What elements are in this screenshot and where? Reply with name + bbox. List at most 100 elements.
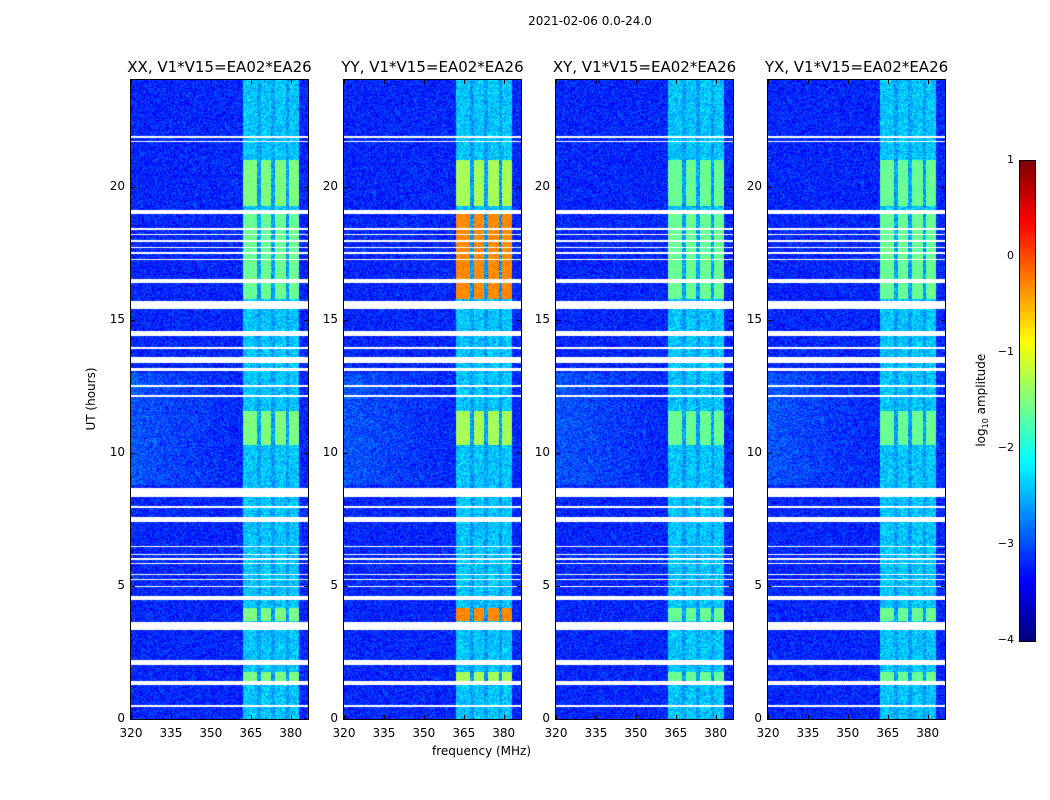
figure-title: 2021-02-06 0.0-24.0 (528, 14, 652, 28)
x-tick-mark (463, 80, 465, 84)
x-tick-mark (290, 715, 292, 719)
panel-0: XX, V1*V15=EA02*EA26 320 335 350 365 380 0 5 10 1… (110, 58, 312, 740)
x-tick-label: 320 (119, 726, 143, 740)
x-tick-mark (423, 80, 425, 84)
y-tick-mark (517, 186, 521, 188)
x-tick-mark (927, 715, 929, 719)
x-tick-mark (847, 80, 849, 84)
y-tick-label: 20 (746, 178, 762, 193)
x-tick-mark (383, 80, 385, 84)
x-tick-mark (170, 715, 172, 719)
colorbar-gradient (1020, 161, 1035, 641)
y-tick-mark (556, 719, 560, 720)
x-tick-label: 335 (159, 726, 183, 740)
x-tick-mark (556, 715, 557, 719)
y-axis-label: UT (hours) (84, 367, 98, 431)
y-tick-mark (556, 452, 560, 454)
x-tick-label: 365 (452, 726, 476, 740)
x-tick-mark (344, 715, 345, 719)
x-tick-mark (383, 715, 385, 719)
y-tick-mark (729, 585, 733, 587)
x-tick-label: 335 (372, 726, 396, 740)
x-tick-mark (250, 715, 252, 719)
x-tick-label: 365 (239, 726, 263, 740)
x-tick-mark (595, 715, 597, 719)
waterfall-heatmap (556, 80, 733, 719)
x-tick-mark (290, 80, 292, 84)
y-tick-mark (344, 719, 348, 720)
x-tick-label: 380 (492, 726, 516, 740)
y-tick-mark (729, 719, 733, 720)
x-tick-mark (675, 715, 677, 719)
y-tick-mark (131, 186, 135, 188)
y-tick-mark (729, 186, 733, 188)
colorbar-tick-label: 1 (1007, 153, 1014, 166)
x-tick-label: 320 (544, 726, 568, 740)
y-tick-label: 10 (534, 444, 550, 459)
x-tick-mark (170, 80, 172, 84)
x-tick-label: 320 (332, 726, 356, 740)
panel-title: YX, V1*V15=EA02*EA26 (764, 58, 949, 76)
y-tick-label: 5 (542, 577, 550, 592)
y-tick-label: 15 (534, 311, 550, 326)
waterfall-heatmap (131, 80, 308, 719)
y-tick-label: 10 (322, 444, 338, 459)
y-tick-mark (344, 452, 348, 454)
colorbar-tick-label: −1 (997, 345, 1014, 358)
x-tick-mark (556, 80, 557, 84)
colorbar-tick-label: −3 (997, 537, 1014, 550)
x-tick-mark (131, 80, 132, 84)
y-tick-label: 10 (109, 444, 125, 459)
y-tick-label: 5 (117, 577, 125, 592)
y-tick-label: 0 (754, 711, 762, 725)
x-tick-mark (595, 80, 597, 84)
y-tick-mark (941, 719, 945, 720)
y-tick-mark (304, 585, 308, 587)
y-tick-mark (344, 186, 348, 188)
y-tick-mark (941, 186, 945, 188)
x-axis-label: frequency (MHz) (432, 744, 532, 758)
y-tick-mark (556, 319, 560, 321)
y-tick-mark (768, 452, 772, 454)
x-tick-mark (675, 80, 677, 84)
x-tick-mark (635, 715, 637, 719)
y-tick-label: 10 (746, 444, 762, 459)
x-tick-mark (503, 715, 505, 719)
colorbar-label-sub: 10 (981, 418, 991, 429)
y-tick-label: 15 (322, 311, 338, 326)
x-tick-mark (768, 80, 769, 84)
x-tick-label: 335 (796, 726, 820, 740)
y-tick-mark (304, 452, 308, 454)
y-tick-mark (304, 319, 308, 321)
y-tick-mark (941, 452, 945, 454)
x-tick-label: 350 (624, 726, 648, 740)
y-tick-label: 20 (534, 178, 550, 193)
x-tick-label: 350 (412, 726, 436, 740)
y-tick-mark (941, 319, 945, 321)
y-tick-mark (768, 319, 772, 321)
y-tick-label: 0 (117, 711, 125, 725)
y-tick-label: 0 (542, 711, 550, 725)
x-tick-mark (847, 715, 849, 719)
waterfall-heatmap (344, 80, 521, 719)
x-tick-label: 380 (704, 726, 728, 740)
colorbar (1019, 160, 1036, 642)
y-tick-mark (729, 319, 733, 321)
x-tick-label: 380 (916, 726, 940, 740)
y-tick-mark (304, 186, 308, 188)
y-tick-label: 15 (109, 311, 125, 326)
waterfall-heatmap (768, 80, 945, 719)
y-tick-mark (131, 319, 135, 321)
panel-1: YY, V1*V15=EA02*EA26 320 335 350 365 380 0 5 10 1… (323, 58, 524, 740)
colorbar-tick-label: −4 (997, 633, 1014, 646)
y-tick-mark (556, 186, 560, 188)
x-tick-mark (210, 80, 212, 84)
y-tick-mark (131, 585, 135, 587)
panel-title: XX, V1*V15=EA02*EA26 (127, 58, 312, 76)
x-tick-mark (635, 80, 637, 84)
colorbar-tick-label: 0 (1007, 249, 1014, 262)
y-tick-mark (131, 452, 135, 454)
y-tick-mark (131, 719, 135, 720)
colorbar-label-prefix: log (973, 428, 988, 447)
y-tick-mark (768, 585, 772, 587)
